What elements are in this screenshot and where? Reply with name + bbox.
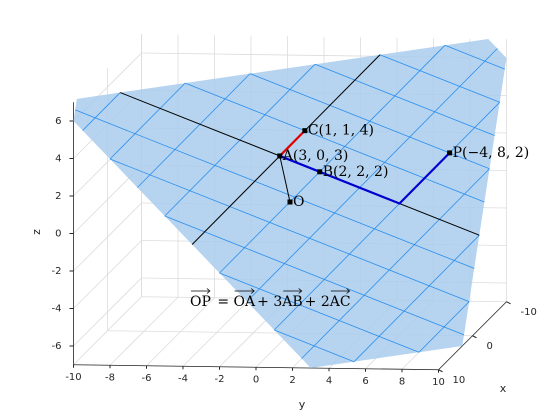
x-tick-mark xyxy=(438,369,443,373)
y-tick-label: -8 xyxy=(105,372,115,383)
mesh-line xyxy=(75,109,475,269)
mesh-line xyxy=(246,48,498,302)
y-tick-label: 0 xyxy=(253,374,259,385)
x-tick-mark xyxy=(506,301,511,305)
text-group: x y z -6 -4 -2 0 2 4 6 -10 -8 -6 -4 -2 0 2 4 6 8 10 -10 0 10… xyxy=(30,116,537,411)
vector-segment xyxy=(279,129,306,157)
equation-text: + xyxy=(257,294,273,310)
point-label: B(2, 2, 2) xyxy=(323,164,389,180)
vector-arrowhead xyxy=(298,288,303,294)
mesh-line xyxy=(301,168,490,359)
y-tick-label: 8 xyxy=(399,376,405,387)
y-tick-label: -6 xyxy=(142,373,152,384)
y-tick-label: -10 xyxy=(65,372,81,383)
point-marker xyxy=(302,128,308,134)
point-marker xyxy=(317,169,323,175)
equation-text: + xyxy=(305,294,321,310)
y-tick-label: 4 xyxy=(326,375,332,386)
vector-segment xyxy=(279,155,291,203)
mesh-line xyxy=(137,73,251,188)
z-tick-label: -6 xyxy=(52,341,62,352)
equation-text: 3 xyxy=(273,294,282,310)
y-tick-label: 6 xyxy=(362,376,368,387)
vector-name: AC xyxy=(329,294,351,310)
z-tick-label: -4 xyxy=(52,304,62,315)
mesh-line xyxy=(219,45,446,274)
mesh-line xyxy=(273,102,500,331)
equation-text: 2 xyxy=(321,294,330,310)
y-tick-label: 10 xyxy=(432,377,445,388)
equation-text: = xyxy=(213,294,234,310)
mesh-line xyxy=(219,272,420,353)
mesh-line xyxy=(444,44,505,70)
x-tick-label: -10 xyxy=(521,307,537,318)
x-axis-label: x xyxy=(500,382,507,395)
vector-name: OP xyxy=(190,294,211,310)
marks-group xyxy=(277,128,453,205)
z-tick-label: 0 xyxy=(55,229,61,240)
y-tick-label: 2 xyxy=(289,375,295,386)
mesh-line xyxy=(109,158,470,303)
vector-arrowhead xyxy=(250,288,255,294)
mesh-line xyxy=(379,54,500,103)
vector-name: AB xyxy=(281,294,302,310)
vector-arrowhead xyxy=(346,288,351,294)
x-tick-label: 0 xyxy=(487,341,493,352)
mesh-line xyxy=(82,92,121,131)
y-tick-label: -4 xyxy=(178,373,188,384)
point-marker xyxy=(447,150,453,156)
point-label: C(1, 1, 4) xyxy=(308,123,374,139)
mesh-line xyxy=(314,63,495,136)
point-label: P(−4, 8, 2) xyxy=(453,145,530,161)
x-tick-label: 10 xyxy=(453,375,466,386)
mesh-line xyxy=(164,215,465,336)
mesh-line xyxy=(185,82,485,203)
y-tick-label: -2 xyxy=(215,374,225,385)
z-tick-label: 2 xyxy=(55,191,61,202)
mesh-line xyxy=(109,82,186,160)
point-marker xyxy=(287,199,293,205)
z-tick-label: -2 xyxy=(52,266,62,277)
vector-name: OA xyxy=(234,294,256,310)
mesh-line xyxy=(353,234,480,362)
point-label: O xyxy=(293,194,304,210)
point-label: A(3, 0, 3) xyxy=(282,148,349,164)
z-tick-label: 4 xyxy=(55,154,61,165)
point-marker xyxy=(277,153,283,159)
vector-arrowhead xyxy=(206,288,211,294)
z-axis-label: z xyxy=(30,229,43,235)
mesh-line xyxy=(274,329,355,363)
x-tick-mark xyxy=(472,335,477,339)
z-tick-label: 6 xyxy=(55,116,61,127)
y-axis-label: y xyxy=(299,398,306,411)
